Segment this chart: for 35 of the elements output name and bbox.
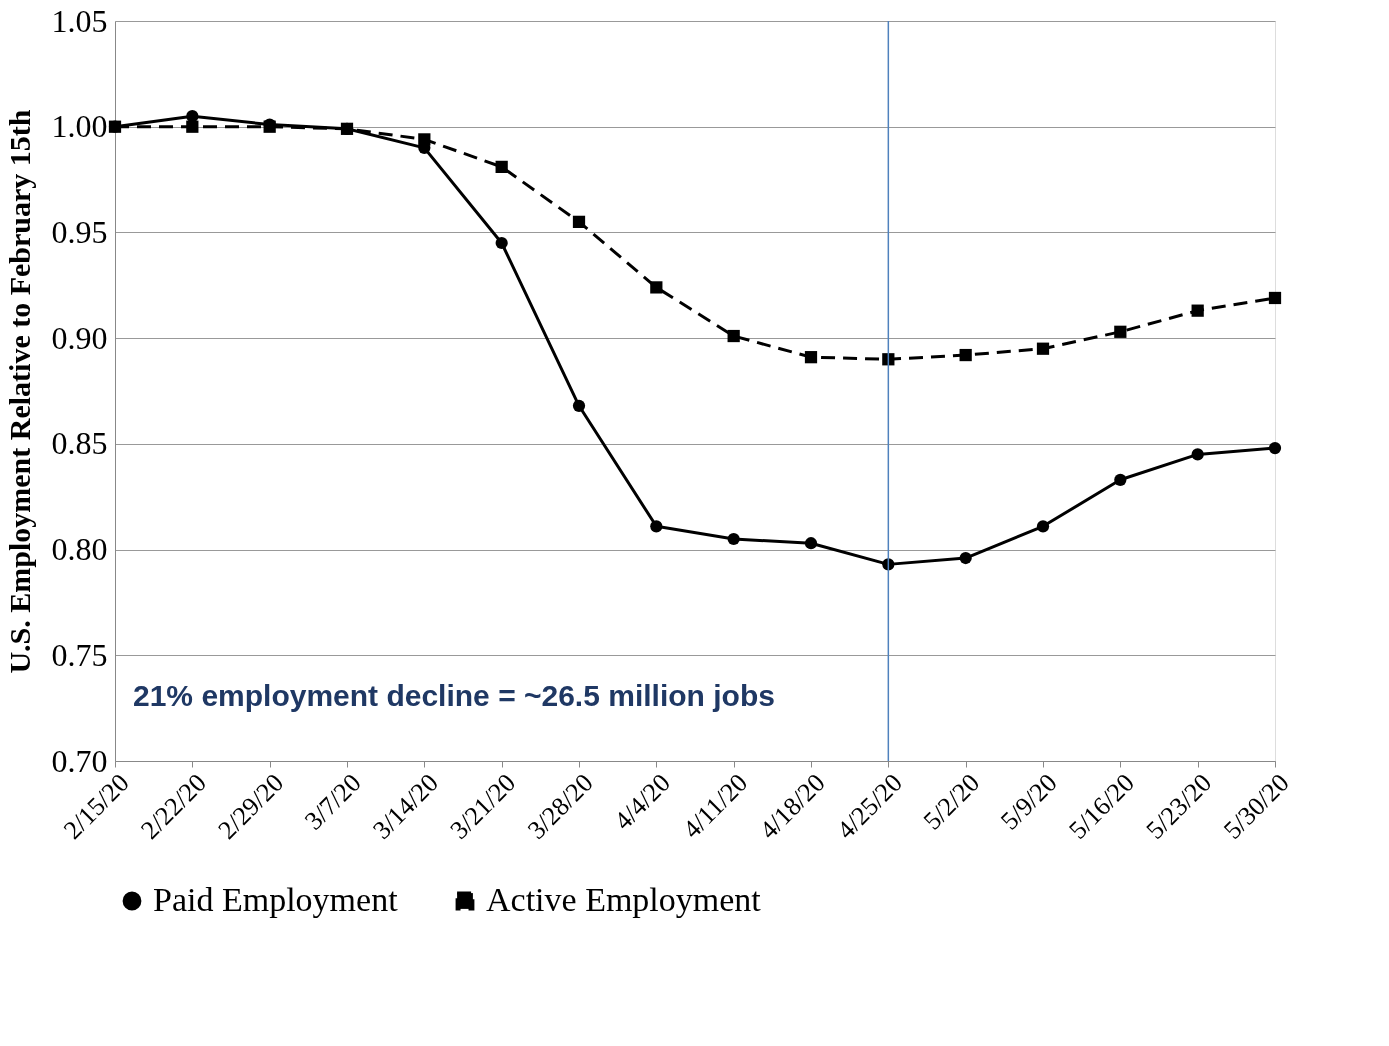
point bbox=[495, 236, 508, 250]
point bbox=[1191, 448, 1204, 461]
point bbox=[804, 537, 818, 550]
point bbox=[959, 551, 972, 565]
legend-label: Active Employment bbox=[486, 881, 762, 918]
annotation: 21% employment decline = ~26.5 million jobs bbox=[133, 679, 775, 712]
point bbox=[959, 348, 972, 362]
y-tick-label: 0.95 bbox=[51, 213, 108, 250]
y-tick-label: 1.05 bbox=[51, 2, 108, 39]
point bbox=[1036, 520, 1050, 533]
point bbox=[1268, 291, 1282, 305]
point bbox=[804, 351, 818, 364]
point bbox=[572, 215, 586, 228]
point bbox=[1268, 441, 1282, 455]
point bbox=[340, 122, 354, 135]
point bbox=[650, 281, 663, 294]
y-axis-title: U.S. Employment Relative to February 15th bbox=[2, 109, 36, 674]
y-tick-label: 0.70 bbox=[51, 742, 108, 779]
point bbox=[727, 532, 740, 546]
point bbox=[1114, 473, 1127, 486]
point bbox=[1191, 304, 1204, 317]
point bbox=[418, 133, 431, 146]
point bbox=[1114, 325, 1127, 338]
legend-label: Paid Employment bbox=[153, 881, 399, 918]
point bbox=[727, 329, 740, 343]
point bbox=[186, 120, 199, 133]
point bbox=[572, 399, 586, 412]
point bbox=[1036, 342, 1050, 355]
y-tick-label: 0.75 bbox=[51, 636, 108, 673]
y-tick-label: 1.00 bbox=[51, 108, 108, 145]
point bbox=[495, 160, 508, 174]
point bbox=[650, 520, 663, 533]
y-tick-label: 0.85 bbox=[51, 425, 108, 462]
y-tick-label: 0.80 bbox=[51, 531, 108, 568]
y-tick-label: 0.90 bbox=[51, 319, 108, 356]
